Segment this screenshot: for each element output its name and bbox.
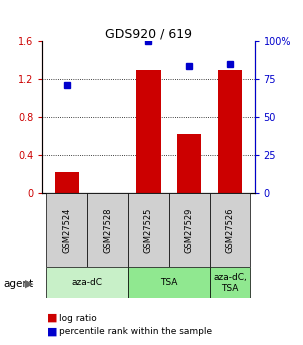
Text: aza-dC,
TSA: aza-dC, TSA xyxy=(213,273,247,293)
Text: GSM27524: GSM27524 xyxy=(62,208,72,253)
Text: GSM27528: GSM27528 xyxy=(103,208,112,253)
Bar xyxy=(169,193,210,267)
Bar xyxy=(136,70,161,193)
Title: GDS920 / 619: GDS920 / 619 xyxy=(105,27,192,40)
Bar xyxy=(177,134,201,193)
Bar xyxy=(210,267,251,298)
Text: GSM27529: GSM27529 xyxy=(185,208,194,253)
Text: log ratio: log ratio xyxy=(59,314,97,323)
Bar xyxy=(46,267,128,298)
Text: ▶: ▶ xyxy=(25,279,33,288)
Bar xyxy=(210,193,251,267)
Bar xyxy=(128,267,210,298)
Text: ■: ■ xyxy=(47,313,58,323)
Text: ■: ■ xyxy=(47,327,58,337)
Bar xyxy=(55,172,79,193)
Text: percentile rank within the sample: percentile rank within the sample xyxy=(59,327,212,336)
Text: GSM27526: GSM27526 xyxy=(225,208,235,253)
Bar xyxy=(218,70,242,193)
Bar xyxy=(46,193,87,267)
Bar xyxy=(87,193,128,267)
Text: agent: agent xyxy=(3,279,33,288)
Text: TSA: TSA xyxy=(160,278,178,287)
Bar xyxy=(128,193,169,267)
Text: GSM27525: GSM27525 xyxy=(144,208,153,253)
Text: aza-dC: aza-dC xyxy=(72,278,103,287)
